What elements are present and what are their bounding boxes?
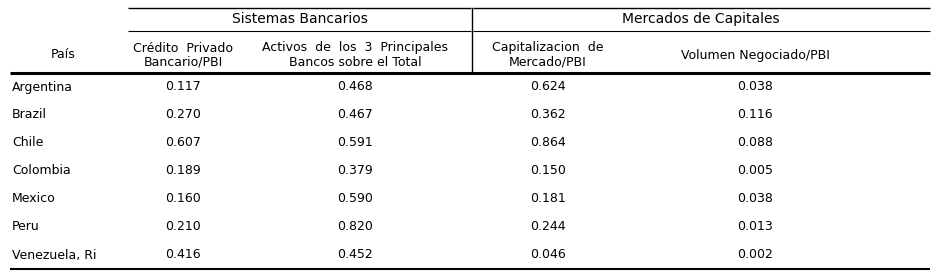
Text: 0.181: 0.181: [531, 193, 565, 206]
Text: Brazil: Brazil: [12, 109, 47, 122]
Text: Chile: Chile: [12, 137, 43, 150]
Text: 0.864: 0.864: [531, 137, 565, 150]
Text: Bancos sobre el Total: Bancos sobre el Total: [289, 55, 421, 69]
Text: 0.452: 0.452: [337, 249, 373, 262]
Text: 0.270: 0.270: [165, 109, 201, 122]
Text: Argentina: Argentina: [12, 81, 73, 94]
Text: Mercados de Capitales: Mercados de Capitales: [622, 12, 780, 26]
Text: Mercado/PBI: Mercado/PBI: [509, 55, 587, 69]
Text: 0.160: 0.160: [165, 193, 201, 206]
Text: Capitalizacion  de: Capitalizacion de: [492, 41, 604, 55]
Text: 0.468: 0.468: [337, 81, 373, 94]
Text: 0.116: 0.116: [737, 109, 773, 122]
Text: 0.150: 0.150: [531, 165, 566, 178]
Text: 0.038: 0.038: [737, 81, 773, 94]
Text: Colombia: Colombia: [12, 165, 71, 178]
Text: 0.210: 0.210: [165, 221, 201, 234]
Text: 0.591: 0.591: [337, 137, 373, 150]
Text: 0.362: 0.362: [531, 109, 565, 122]
Text: 0.046: 0.046: [531, 249, 565, 262]
Text: 0.013: 0.013: [737, 221, 773, 234]
Text: 0.416: 0.416: [165, 249, 201, 262]
Text: 0.088: 0.088: [737, 137, 773, 150]
Text: Venezuela, Ri: Venezuela, Ri: [12, 249, 96, 262]
Text: País: País: [51, 48, 76, 62]
Text: Mexico: Mexico: [12, 193, 56, 206]
Text: Peru: Peru: [12, 221, 40, 234]
Text: 0.189: 0.189: [165, 165, 201, 178]
Text: 0.624: 0.624: [531, 81, 565, 94]
Text: Crédito  Privado: Crédito Privado: [133, 41, 233, 55]
Text: 0.590: 0.590: [337, 193, 373, 206]
Text: Sistemas Bancarios: Sistemas Bancarios: [232, 12, 368, 26]
Text: 0.820: 0.820: [337, 221, 373, 234]
Text: 0.379: 0.379: [337, 165, 373, 178]
Text: 0.244: 0.244: [531, 221, 565, 234]
Text: Bancario/PBI: Bancario/PBI: [143, 55, 223, 69]
Text: 0.607: 0.607: [165, 137, 201, 150]
Text: 0.467: 0.467: [337, 109, 373, 122]
Text: Activos  de  los  3  Principales: Activos de los 3 Principales: [262, 41, 448, 55]
Text: 0.005: 0.005: [737, 165, 773, 178]
Text: 0.038: 0.038: [737, 193, 773, 206]
Text: 0.002: 0.002: [737, 249, 773, 262]
Text: Volumen Negociado/PBI: Volumen Negociado/PBI: [681, 48, 830, 62]
Text: 0.117: 0.117: [165, 81, 201, 94]
